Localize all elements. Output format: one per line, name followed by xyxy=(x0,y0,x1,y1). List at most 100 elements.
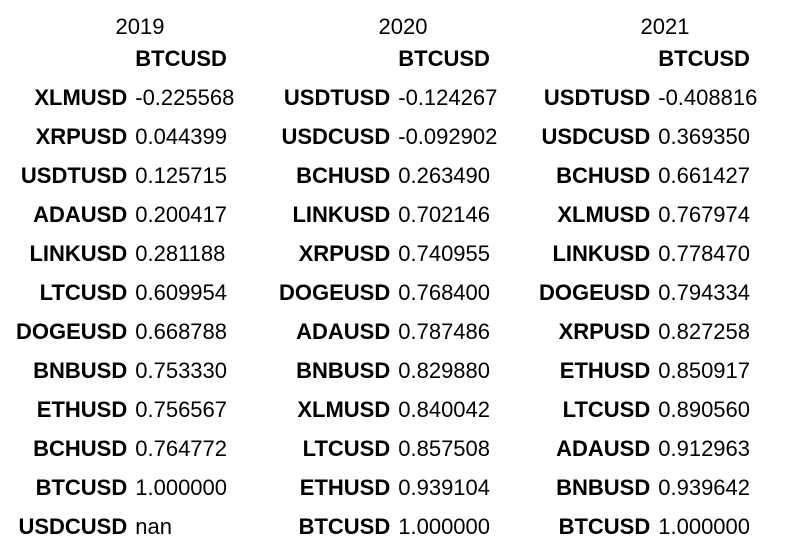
table-body: XLMUSD -0.225568 XRPUSD 0.044399 USDTUSD 0.12… xyxy=(12,78,238,546)
row-label: BNBUSD xyxy=(33,357,128,383)
table-row: DOGEUSD 0.768400 xyxy=(275,273,501,312)
correlation-value: 0.281188 xyxy=(135,240,226,266)
correlation-value: 0.939642 xyxy=(658,474,751,500)
table-row: ADAUSD 0.200417 xyxy=(12,195,238,234)
row-label: BTCUSD xyxy=(558,513,651,539)
table-row: USDCUSD 0.369350 xyxy=(535,117,761,156)
table-row: ADAUSD 0.912963 xyxy=(535,429,761,468)
row-label: ETHUSD xyxy=(559,357,651,383)
table-row: LINKUSD 0.702146 xyxy=(275,195,501,234)
table-row: LTCUSD 0.609954 xyxy=(12,273,238,312)
table-row: DOGEUSD 0.668788 xyxy=(12,312,238,351)
table-row: XLMUSD -0.225568 xyxy=(12,78,238,117)
column-header: BTCUSD xyxy=(658,46,750,71)
correlation-value: 1.000000 xyxy=(658,513,751,539)
index-header xyxy=(275,40,394,78)
row-label: USDTUSD xyxy=(543,84,651,110)
index-header xyxy=(535,40,654,78)
table-row: USDCUSD nan xyxy=(12,507,238,546)
table-row: XLMUSD 0.840042 xyxy=(275,390,501,429)
row-label: USDTUSD xyxy=(20,162,128,188)
table-row: BCHUSD 0.263490 xyxy=(275,156,501,195)
column-header: BTCUSD xyxy=(135,46,227,71)
row-label: BTCUSD xyxy=(298,513,391,539)
table-row: USDTUSD 0.125715 xyxy=(12,156,238,195)
correlation-value: 0.829880 xyxy=(398,357,491,383)
correlation-table: BTCUSD USDTUSD -0.124267 USDCUSD -0.092902 B… xyxy=(275,40,501,546)
row-label: XLMUSD xyxy=(34,84,128,110)
row-label: USDTUSD xyxy=(283,84,391,110)
correlation-value: 0.200417 xyxy=(135,201,228,227)
correlation-value: 0.661427 xyxy=(658,162,751,188)
correlation-value: 0.890560 xyxy=(658,396,751,422)
correlation-value: 0.768400 xyxy=(398,279,491,305)
correlation-value: 0.044399 xyxy=(135,123,228,149)
table-row: ADAUSD 0.787486 xyxy=(275,312,501,351)
table-row: BTCUSD 1.000000 xyxy=(12,468,238,507)
row-label: LTCUSD xyxy=(39,279,128,305)
table-row: LINKUSD 0.281188 xyxy=(12,234,238,273)
correlation-value: 0.850917 xyxy=(658,357,751,383)
row-label: DOGEUSD xyxy=(279,279,391,305)
table-2020: 2020 BTCUSD USDTUSD -0.124267 USDCUSD -0.09… xyxy=(275,0,531,546)
table-row: USDCUSD -0.092902 xyxy=(275,117,501,156)
row-label: DOGEUSD xyxy=(16,318,128,344)
row-label: ADAUSD xyxy=(33,201,128,227)
correlation-value: 1.000000 xyxy=(398,513,491,539)
row-label: LINKUSD xyxy=(552,240,651,266)
correlation-value: 0.668788 xyxy=(135,318,228,344)
table-row: XRPUSD 0.044399 xyxy=(12,117,238,156)
table-row: LINKUSD 0.778470 xyxy=(535,234,761,273)
table-row: ETHUSD 0.850917 xyxy=(535,351,761,390)
row-label: USDCUSD xyxy=(541,123,651,149)
row-label: ADAUSD xyxy=(556,435,651,461)
row-label: XLMUSD xyxy=(297,396,391,422)
table-caption: 2019 xyxy=(115,14,165,39)
table-row: BTCUSD 1.000000 xyxy=(275,507,501,546)
row-label: XRPUSD xyxy=(35,123,128,149)
table-row: XRPUSD 0.827258 xyxy=(535,312,761,351)
table-caption: 2020 xyxy=(378,14,428,39)
correlation-value: nan xyxy=(135,513,172,539)
correlation-value: -0.225568 xyxy=(135,84,235,110)
correlation-value: 0.912963 xyxy=(658,435,751,461)
correlation-value: -0.092902 xyxy=(398,123,498,149)
correlation-value: 0.857508 xyxy=(398,435,491,461)
row-label: ADAUSD xyxy=(296,318,391,344)
row-label: ETHUSD xyxy=(299,474,391,500)
correlation-value: 0.369350 xyxy=(658,123,751,149)
table-row: XLMUSD 0.767974 xyxy=(535,195,761,234)
row-label: XRPUSD xyxy=(558,318,651,344)
row-label: USDCUSD xyxy=(18,513,128,539)
correlation-value: 0.125715 xyxy=(135,162,228,188)
correlation-value: 0.740955 xyxy=(398,240,491,266)
table-2021: 2021 BTCUSD USDTUSD -0.408816 USDCUSD 0.369… xyxy=(535,0,795,546)
correlation-value: 0.840042 xyxy=(398,396,491,422)
row-label: XRPUSD xyxy=(298,240,391,266)
row-label: USDCUSD xyxy=(281,123,391,149)
correlation-value: 1.000000 xyxy=(135,474,228,500)
table-caption: 2021 xyxy=(640,14,690,39)
table-row: BTCUSD 1.000000 xyxy=(535,507,761,546)
header-row: BTCUSD xyxy=(275,40,501,78)
table-row: LTCUSD 0.857508 xyxy=(275,429,501,468)
correlation-table: BTCUSD XLMUSD -0.225568 XRPUSD 0.044399 USDT… xyxy=(12,40,238,546)
row-label: LINKUSD xyxy=(292,201,391,227)
correlation-value: 0.767974 xyxy=(658,201,751,227)
row-label: BCHUSD xyxy=(296,162,391,188)
row-label: BCHUSD xyxy=(33,435,128,461)
correlation-value: 0.827258 xyxy=(658,318,751,344)
table-row: ETHUSD 0.756567 xyxy=(12,390,238,429)
correlation-value: 0.778470 xyxy=(658,240,751,266)
correlation-value: 0.263490 xyxy=(398,162,491,188)
correlation-value: 0.794334 xyxy=(658,279,751,305)
correlation-value: -0.408816 xyxy=(658,84,758,110)
table-row: USDTUSD -0.408816 xyxy=(535,78,761,117)
row-label: LTCUSD xyxy=(302,435,391,461)
table-row: USDTUSD -0.124267 xyxy=(275,78,501,117)
correlation-value: 0.702146 xyxy=(398,201,491,227)
table-body: USDTUSD -0.124267 USDCUSD -0.092902 BCHUSD 0.… xyxy=(275,78,501,546)
row-label: DOGEUSD xyxy=(539,279,651,305)
table-row: ETHUSD 0.939104 xyxy=(275,468,501,507)
column-header: BTCUSD xyxy=(398,46,490,71)
